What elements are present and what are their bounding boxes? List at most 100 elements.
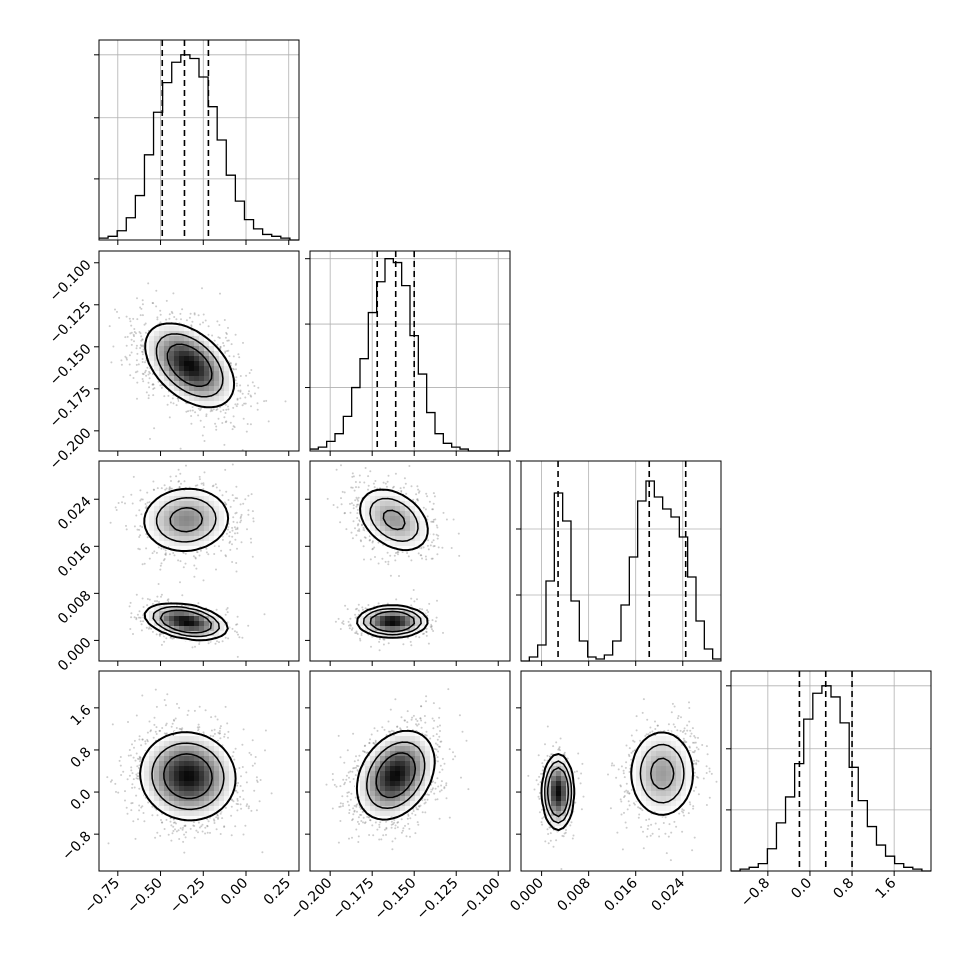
- density-cell: [219, 361, 225, 367]
- density-cell: [174, 361, 180, 367]
- density-cell: [390, 516, 396, 522]
- sample-point: [148, 459, 150, 461]
- sample-point: [138, 804, 141, 807]
- density-cell: [219, 526, 225, 532]
- density-cell: [164, 521, 170, 527]
- density-cell: [385, 501, 391, 507]
- density-cell: [179, 356, 185, 362]
- sample-point: [426, 614, 429, 617]
- density-cell: [214, 511, 220, 517]
- sample-point: [424, 555, 427, 558]
- density-cell: [204, 506, 210, 512]
- sample-point: [227, 326, 229, 329]
- density-cell: [149, 616, 155, 622]
- density-cell: [229, 386, 235, 392]
- density-cell: [209, 386, 215, 392]
- sample-point: [368, 539, 371, 542]
- density-cell: [179, 626, 185, 632]
- sample-point: [114, 308, 116, 311]
- sample-point: [215, 425, 218, 428]
- sample-point: [435, 616, 438, 619]
- sample-point: [169, 636, 172, 639]
- sample-point: [178, 480, 180, 483]
- sample-point: [140, 335, 143, 338]
- density-cell: [405, 541, 411, 547]
- sample-point: [156, 318, 159, 321]
- sample-point: [431, 557, 434, 560]
- density-cell: [395, 631, 401, 637]
- sample-point: [147, 627, 150, 630]
- sample-point: [217, 417, 220, 420]
- sample-point: [433, 545, 436, 547]
- sample-point: [225, 555, 227, 558]
- sample-point: [352, 507, 355, 510]
- sample-point: [431, 508, 434, 511]
- sample-point: [425, 631, 428, 633]
- sample-point: [233, 368, 235, 371]
- density-cell: [164, 346, 170, 352]
- density-cell: [415, 616, 421, 622]
- sample-point: [354, 616, 357, 619]
- sample-point: [406, 552, 409, 554]
- sample-point: [364, 536, 367, 539]
- sample-point: [141, 378, 144, 380]
- sample-point: [163, 558, 166, 560]
- sample-point: [232, 406, 235, 409]
- density-cell: [159, 516, 165, 522]
- density-cell: [214, 366, 220, 372]
- sample-point: [168, 416, 171, 419]
- sample-point: [382, 481, 385, 484]
- sample-point: [115, 509, 118, 511]
- sample-point: [232, 520, 235, 523]
- density-cell: [184, 496, 190, 502]
- sample-point: [194, 484, 197, 487]
- density-cell: [204, 536, 210, 542]
- sample-point: [352, 475, 355, 478]
- density-cell: [189, 626, 195, 632]
- density-cell: [214, 371, 220, 377]
- sample-point: [214, 483, 217, 486]
- sample-point: [184, 562, 187, 565]
- density-cell: [395, 521, 401, 527]
- sample-point: [357, 523, 360, 526]
- sample-point: [219, 346, 222, 349]
- sample-point: [364, 607, 367, 610]
- density-cell: [164, 331, 170, 337]
- histogram-step-line: [99, 54, 299, 241]
- sample-point: [133, 335, 135, 338]
- sample-point: [179, 447, 182, 450]
- sample-point: [378, 640, 381, 643]
- sample-point: [223, 443, 226, 446]
- sample-point: [373, 486, 376, 489]
- sample-point: [452, 518, 455, 521]
- density-cell: [224, 396, 230, 402]
- sample-point: [236, 532, 239, 535]
- sample-point: [337, 617, 340, 620]
- density-cell: [209, 496, 215, 502]
- density-cell: [410, 621, 416, 627]
- density-cell: [179, 521, 185, 527]
- density-cell: [375, 621, 381, 627]
- density-cell: [154, 361, 160, 367]
- density-cell: [360, 616, 366, 622]
- density-cell: [360, 501, 366, 507]
- sample-point: [246, 528, 248, 531]
- sample-point: [191, 646, 194, 649]
- sample-point: [144, 369, 147, 372]
- density-cell: [189, 356, 195, 362]
- sample-point: [235, 384, 238, 387]
- sample-point: [141, 338, 144, 341]
- sample-point: [141, 498, 144, 501]
- density-cell: [169, 351, 175, 357]
- sample-point: [355, 505, 358, 508]
- density-cell: [174, 521, 180, 527]
- sample-point: [171, 637, 174, 640]
- sample-point: [354, 527, 356, 530]
- sample-point: [116, 310, 118, 313]
- sample-point: [141, 314, 144, 317]
- density-cell: [209, 381, 215, 387]
- sample-point: [138, 735, 141, 738]
- density-cell: [174, 491, 180, 497]
- density-cell: [224, 391, 230, 397]
- density-cell: [390, 491, 396, 497]
